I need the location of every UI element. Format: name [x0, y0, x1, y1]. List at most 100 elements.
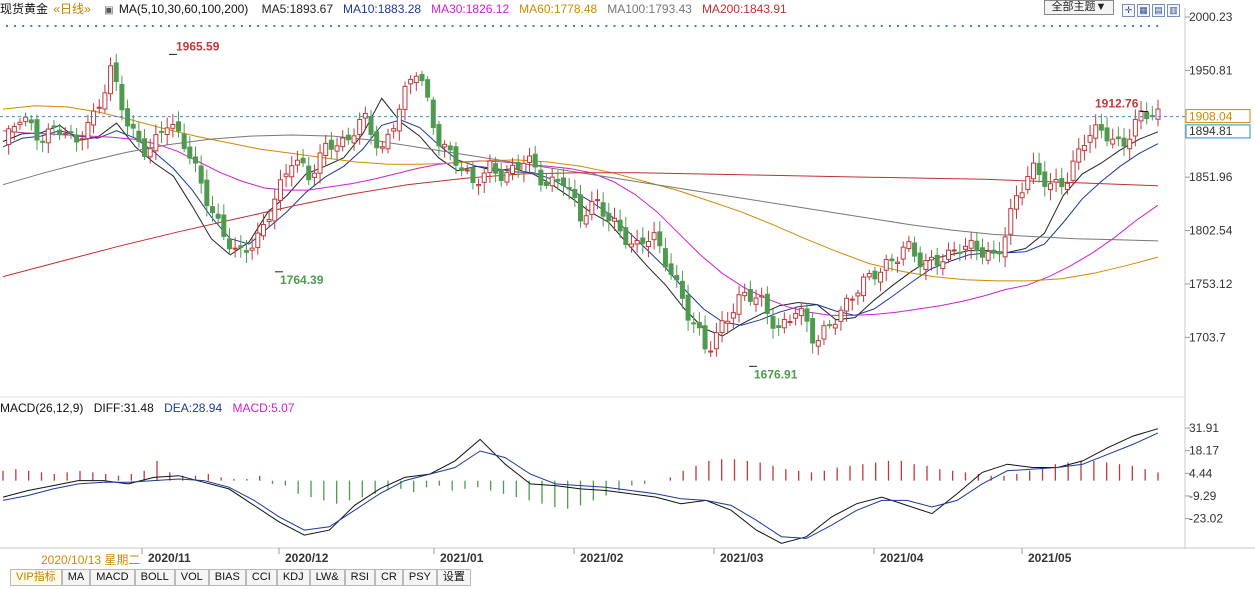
dot-rule	[556, 25, 559, 27]
dot-rule	[184, 25, 187, 27]
candle-down	[1059, 178, 1065, 188]
dot-rule	[1091, 25, 1094, 27]
candle-up	[379, 146, 385, 149]
tab-12[interactable]: 设置	[436, 570, 471, 586]
candle-up	[1025, 176, 1031, 191]
theme-dropdown[interactable]: 全部主题▼	[1044, 0, 1114, 15]
candle-down	[419, 74, 425, 82]
dot-rule	[346, 25, 349, 27]
candle-up	[821, 325, 827, 340]
candle-down	[1098, 124, 1104, 131]
dot-rule	[897, 25, 899, 27]
dot-rule	[30, 25, 33, 27]
candle-up	[838, 309, 844, 322]
dot-rule	[330, 25, 332, 27]
candle-down	[436, 124, 442, 147]
candle-up	[645, 241, 651, 248]
dot-rule	[402, 25, 405, 27]
dot-rule	[824, 25, 827, 27]
price-tick-label: 1894.81	[1189, 124, 1233, 138]
period-selector[interactable]: «日线»	[53, 2, 91, 16]
candle-up	[549, 176, 555, 187]
candle-down	[679, 280, 685, 299]
candle-up	[527, 155, 533, 163]
candle-up	[1013, 195, 1019, 210]
tab-4[interactable]: VOL	[174, 570, 209, 586]
candle-up	[1087, 135, 1093, 143]
dot-rule	[613, 25, 616, 27]
candle-down	[345, 134, 351, 141]
crosshair-icon[interactable]: ✛	[1122, 4, 1135, 17]
window-icon[interactable]: ▥	[1167, 4, 1180, 17]
price-tick-label: 1703.7	[1189, 330, 1226, 344]
chart-settings-icon[interactable]: ▣	[104, 5, 114, 16]
candle-down	[696, 321, 702, 329]
tab-3[interactable]: BOLL	[134, 570, 175, 586]
candle-up	[883, 259, 889, 271]
candle-down	[136, 130, 142, 142]
candle-down	[238, 245, 244, 248]
dot-rule	[159, 25, 162, 27]
candle-down	[572, 188, 578, 199]
layout-icon[interactable]: ▤	[1152, 4, 1165, 17]
tab-2[interactable]: MACD	[90, 570, 135, 586]
tab-10[interactable]: CR	[374, 570, 403, 586]
tab-9[interactable]: RSI	[344, 570, 375, 586]
tab-5[interactable]: BIAS	[208, 570, 246, 586]
candle-up	[255, 232, 261, 249]
candle-down	[221, 214, 227, 237]
candle-up	[594, 199, 600, 202]
dot-rule	[1107, 25, 1110, 27]
x-tick-label: 2021/01	[440, 551, 484, 565]
macd-hist-value: MACD:5.07	[232, 401, 295, 415]
candle-up	[1155, 108, 1161, 120]
dot-rule	[459, 25, 462, 27]
dot-rule	[394, 25, 397, 27]
dot-rule	[78, 25, 81, 27]
candle-up	[1053, 178, 1059, 183]
dot-rule	[953, 25, 956, 27]
dot-rule	[718, 25, 721, 27]
dot-rule	[775, 25, 778, 27]
dot-rule	[670, 25, 673, 27]
instrument-name: 现货黄金	[0, 2, 49, 16]
dot-rule	[451, 25, 454, 27]
zoom-icon[interactable]: ▦	[1137, 4, 1150, 17]
tab-7[interactable]: KDJ	[276, 570, 310, 586]
dot-rule	[702, 25, 705, 27]
dot-rule	[905, 25, 908, 27]
candle-down	[430, 99, 436, 129]
candle-down	[974, 240, 980, 252]
candle-down	[640, 237, 646, 244]
candle-down	[306, 165, 312, 181]
x-tick-label: 2020/12	[285, 551, 329, 565]
candle-down	[1104, 127, 1110, 142]
tab-1[interactable]: MA	[61, 570, 91, 586]
dot-rule	[880, 25, 883, 27]
dot-rule	[735, 25, 737, 27]
dot-rule	[281, 25, 284, 27]
candle-down	[470, 167, 476, 183]
tab-8[interactable]: LW&	[309, 570, 345, 586]
candle-up	[476, 183, 482, 187]
candle-up	[900, 246, 906, 260]
macd-dea-value: DEA:28.94	[164, 401, 223, 415]
extreme-label: 1912.76	[1095, 97, 1139, 111]
tab-0[interactable]: VIP指标	[10, 570, 62, 586]
candle-down	[119, 84, 125, 111]
candle-down	[204, 179, 210, 207]
tab-6[interactable]: CCI	[245, 570, 277, 586]
dot-rule	[362, 25, 365, 27]
candle-down	[159, 130, 165, 133]
dot-rule	[597, 25, 600, 27]
candle-up	[815, 340, 821, 347]
dot-rule	[1042, 25, 1045, 27]
ma-value-0: MA5:1893.67	[261, 2, 334, 16]
candle-up	[62, 133, 68, 136]
candle-down	[243, 250, 249, 253]
price-tick-label: 1851.96	[1189, 170, 1233, 184]
candle-down	[142, 138, 148, 157]
candle-down	[691, 322, 697, 325]
dot-rule	[111, 25, 114, 27]
tab-11[interactable]: PSY	[402, 570, 437, 586]
